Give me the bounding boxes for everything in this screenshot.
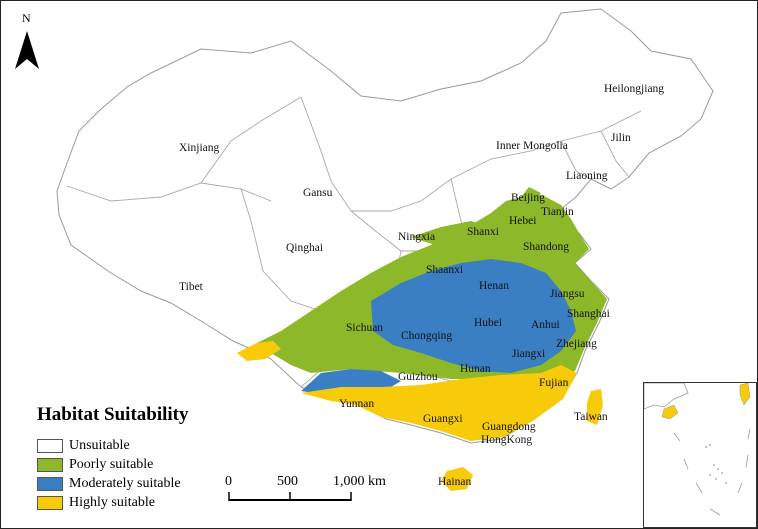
north-arrow-icon <box>11 9 43 73</box>
label-jiangsu: Jiangsu <box>550 288 585 300</box>
legend: Habitat Suitability Unsuitable Poorly su… <box>37 404 237 512</box>
label-hubei: Hubei <box>474 317 502 329</box>
label-fujian: Fujian <box>539 377 569 389</box>
label-guangdong: Guangdong <box>482 421 536 433</box>
label-henan: Henan <box>479 280 509 292</box>
label-ningxia: Ningxia <box>398 231 435 243</box>
scale-tick-label: 500 <box>277 474 298 489</box>
legend-item-highly: Highly suitable <box>37 493 237 512</box>
scale-bar-line <box>228 492 352 501</box>
label-gansu: Gansu <box>303 187 333 199</box>
legend-swatch <box>37 457 63 472</box>
label-tianjin: Tianjin <box>541 206 574 218</box>
label-taiwan: Taiwan <box>574 411 608 423</box>
legend-label: Unsuitable <box>69 437 130 453</box>
legend-item-poorly: Poorly suitable <box>37 455 237 474</box>
label-hongkong: HongKong <box>481 434 532 446</box>
scale-bar: 0 500 1,000 km <box>219 474 409 504</box>
label-shandong: Shandong <box>523 241 569 253</box>
legend-swatch <box>37 476 63 491</box>
legend-label: Poorly suitable <box>69 456 154 472</box>
legend-title: Habitat Suitability <box>37 404 189 425</box>
label-shanxi: Shanxi <box>467 226 499 238</box>
legend-label: Moderately suitable <box>69 475 181 491</box>
label-hebei: Hebei <box>509 215 536 227</box>
scale-tick-label: 0 <box>225 474 232 489</box>
label-yunnan: Yunnan <box>339 398 374 410</box>
legend-item-unsuitable: Unsuitable <box>37 436 237 455</box>
label-qinghai: Qinghai <box>286 242 323 254</box>
label-hunan: Hunan <box>460 363 491 375</box>
label-heilongjiang: Heilongjiang <box>604 83 664 95</box>
highly-suitable-zone <box>237 341 603 491</box>
label-shanghai: Shanghai <box>567 308 610 320</box>
label-inner-mongolia: Inner Mongolia <box>496 140 568 152</box>
south-china-sea-inset <box>643 382 757 528</box>
label-hainan: Hainan <box>438 476 471 488</box>
label-zhejiang: Zhejiang <box>556 338 597 350</box>
legend-item-moderately: Moderately suitable <box>37 474 237 493</box>
north-label: N <box>22 11 31 25</box>
label-sichuan: Sichuan <box>346 322 383 334</box>
label-beijing: Beijing <box>511 192 545 204</box>
label-jiangxi: Jiangxi <box>512 348 545 360</box>
legend-label: Highly suitable <box>69 494 155 510</box>
taiwan-island <box>587 389 603 425</box>
scale-tick-label: 1,000 km <box>333 474 386 489</box>
label-liaoning: Liaoning <box>566 170 608 182</box>
legend-swatch <box>37 438 63 453</box>
label-guangxi: Guangxi <box>423 413 463 425</box>
label-tibet: Tibet <box>179 281 204 293</box>
legend-swatch <box>37 495 63 510</box>
label-chongqing: Chongqing <box>401 330 452 342</box>
label-guizhou: Guizhou <box>398 371 438 383</box>
label-xinjiang: Xinjiang <box>179 142 219 154</box>
label-jilin: Jilin <box>611 132 631 144</box>
label-shaanxi: Shaanxi <box>426 264 463 276</box>
label-anhui: Anhui <box>531 319 560 331</box>
hainan-island <box>441 467 473 491</box>
